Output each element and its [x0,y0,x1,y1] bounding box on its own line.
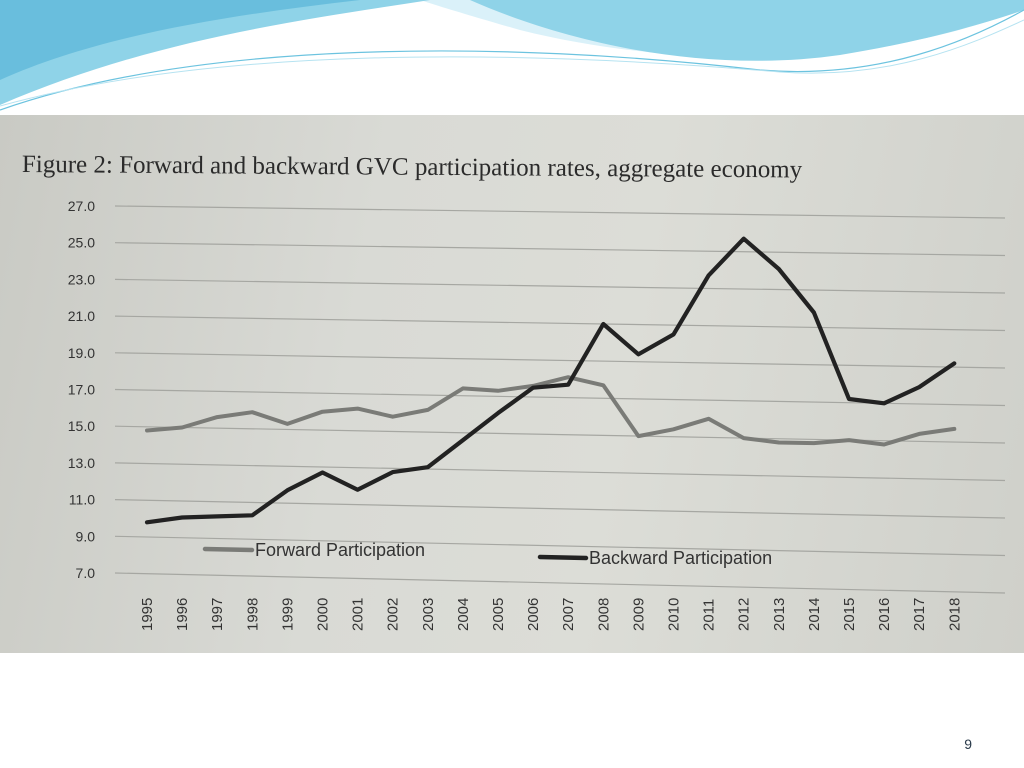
x-tick-label: 2017 [911,598,928,631]
y-tick-label: 7.0 [76,565,96,581]
x-tick-label: 2016 [876,598,893,631]
x-tick-label: 2013 [771,598,788,631]
x-tick-label: 2002 [385,598,402,631]
series-line-backward [144,236,957,525]
x-tick-label: 2009 [630,598,647,631]
x-tick-label: 1997 [209,598,226,631]
x-tick-label: 2007 [560,598,577,631]
y-tick-label: 21.0 [68,308,95,324]
y-tick-label: 13.0 [68,455,95,471]
y-tick-label: 25.0 [68,235,95,251]
x-tick-label: 2010 [666,598,683,631]
x-tick-label: 2001 [350,598,367,631]
x-tick-label: 2005 [490,598,507,631]
chart-photo: Figure 2: Forward and backward GVC parti… [0,115,1024,653]
x-tick-label: 2004 [455,598,472,631]
slide-number: 9 [964,736,972,752]
x-tick-label: 2006 [525,598,542,631]
grid-line [114,572,1006,594]
x-tick-label: 2014 [806,598,823,631]
grid-line [114,315,1006,332]
grid-line [114,205,1006,219]
y-tick-label: 19.0 [68,345,95,361]
legend-label: Forward Participation [255,540,425,560]
grid-line [114,388,1006,407]
y-tick-label: 17.0 [68,382,95,398]
x-tick-label: 2008 [595,598,612,631]
x-tick-label: 2011 [701,599,718,631]
grid-line [114,242,1006,257]
grid-line [114,425,1006,444]
x-tick-label: 2000 [315,598,332,631]
x-tick-label: 1995 [139,598,156,631]
y-tick-label: 23.0 [68,271,95,287]
y-tick-label: 15.0 [68,418,95,434]
y-tick-label: 11.0 [69,492,95,508]
grid-line [114,462,1006,482]
x-tick-label: 2003 [420,598,437,631]
grid-line [114,278,1006,294]
x-tick-label: 2018 [946,598,963,631]
x-tick-label: 1996 [174,598,191,631]
legend-swatch [537,554,589,561]
y-tick-label: 27.0 [68,198,95,214]
legend-swatch [202,546,255,553]
grid-line [114,535,1006,557]
line-chart: 27.0 25.0 23.0 21.0 19.0 17.0 15.0 13.0 11.0 9.0 7… [68,198,1006,631]
y-tick-label: 9.0 [76,528,96,544]
header-wave-banner [0,0,1024,111]
legend-label: Backward Participation [589,548,772,568]
series-line-forward [145,375,957,447]
x-tick-label: 2015 [841,598,858,631]
grid-line [114,499,1006,519]
x-tick-label: 1998 [244,598,261,631]
x-tick-label: 2012 [736,598,753,631]
x-tick-label: 1999 [279,598,296,631]
grid-line [114,352,1006,369]
